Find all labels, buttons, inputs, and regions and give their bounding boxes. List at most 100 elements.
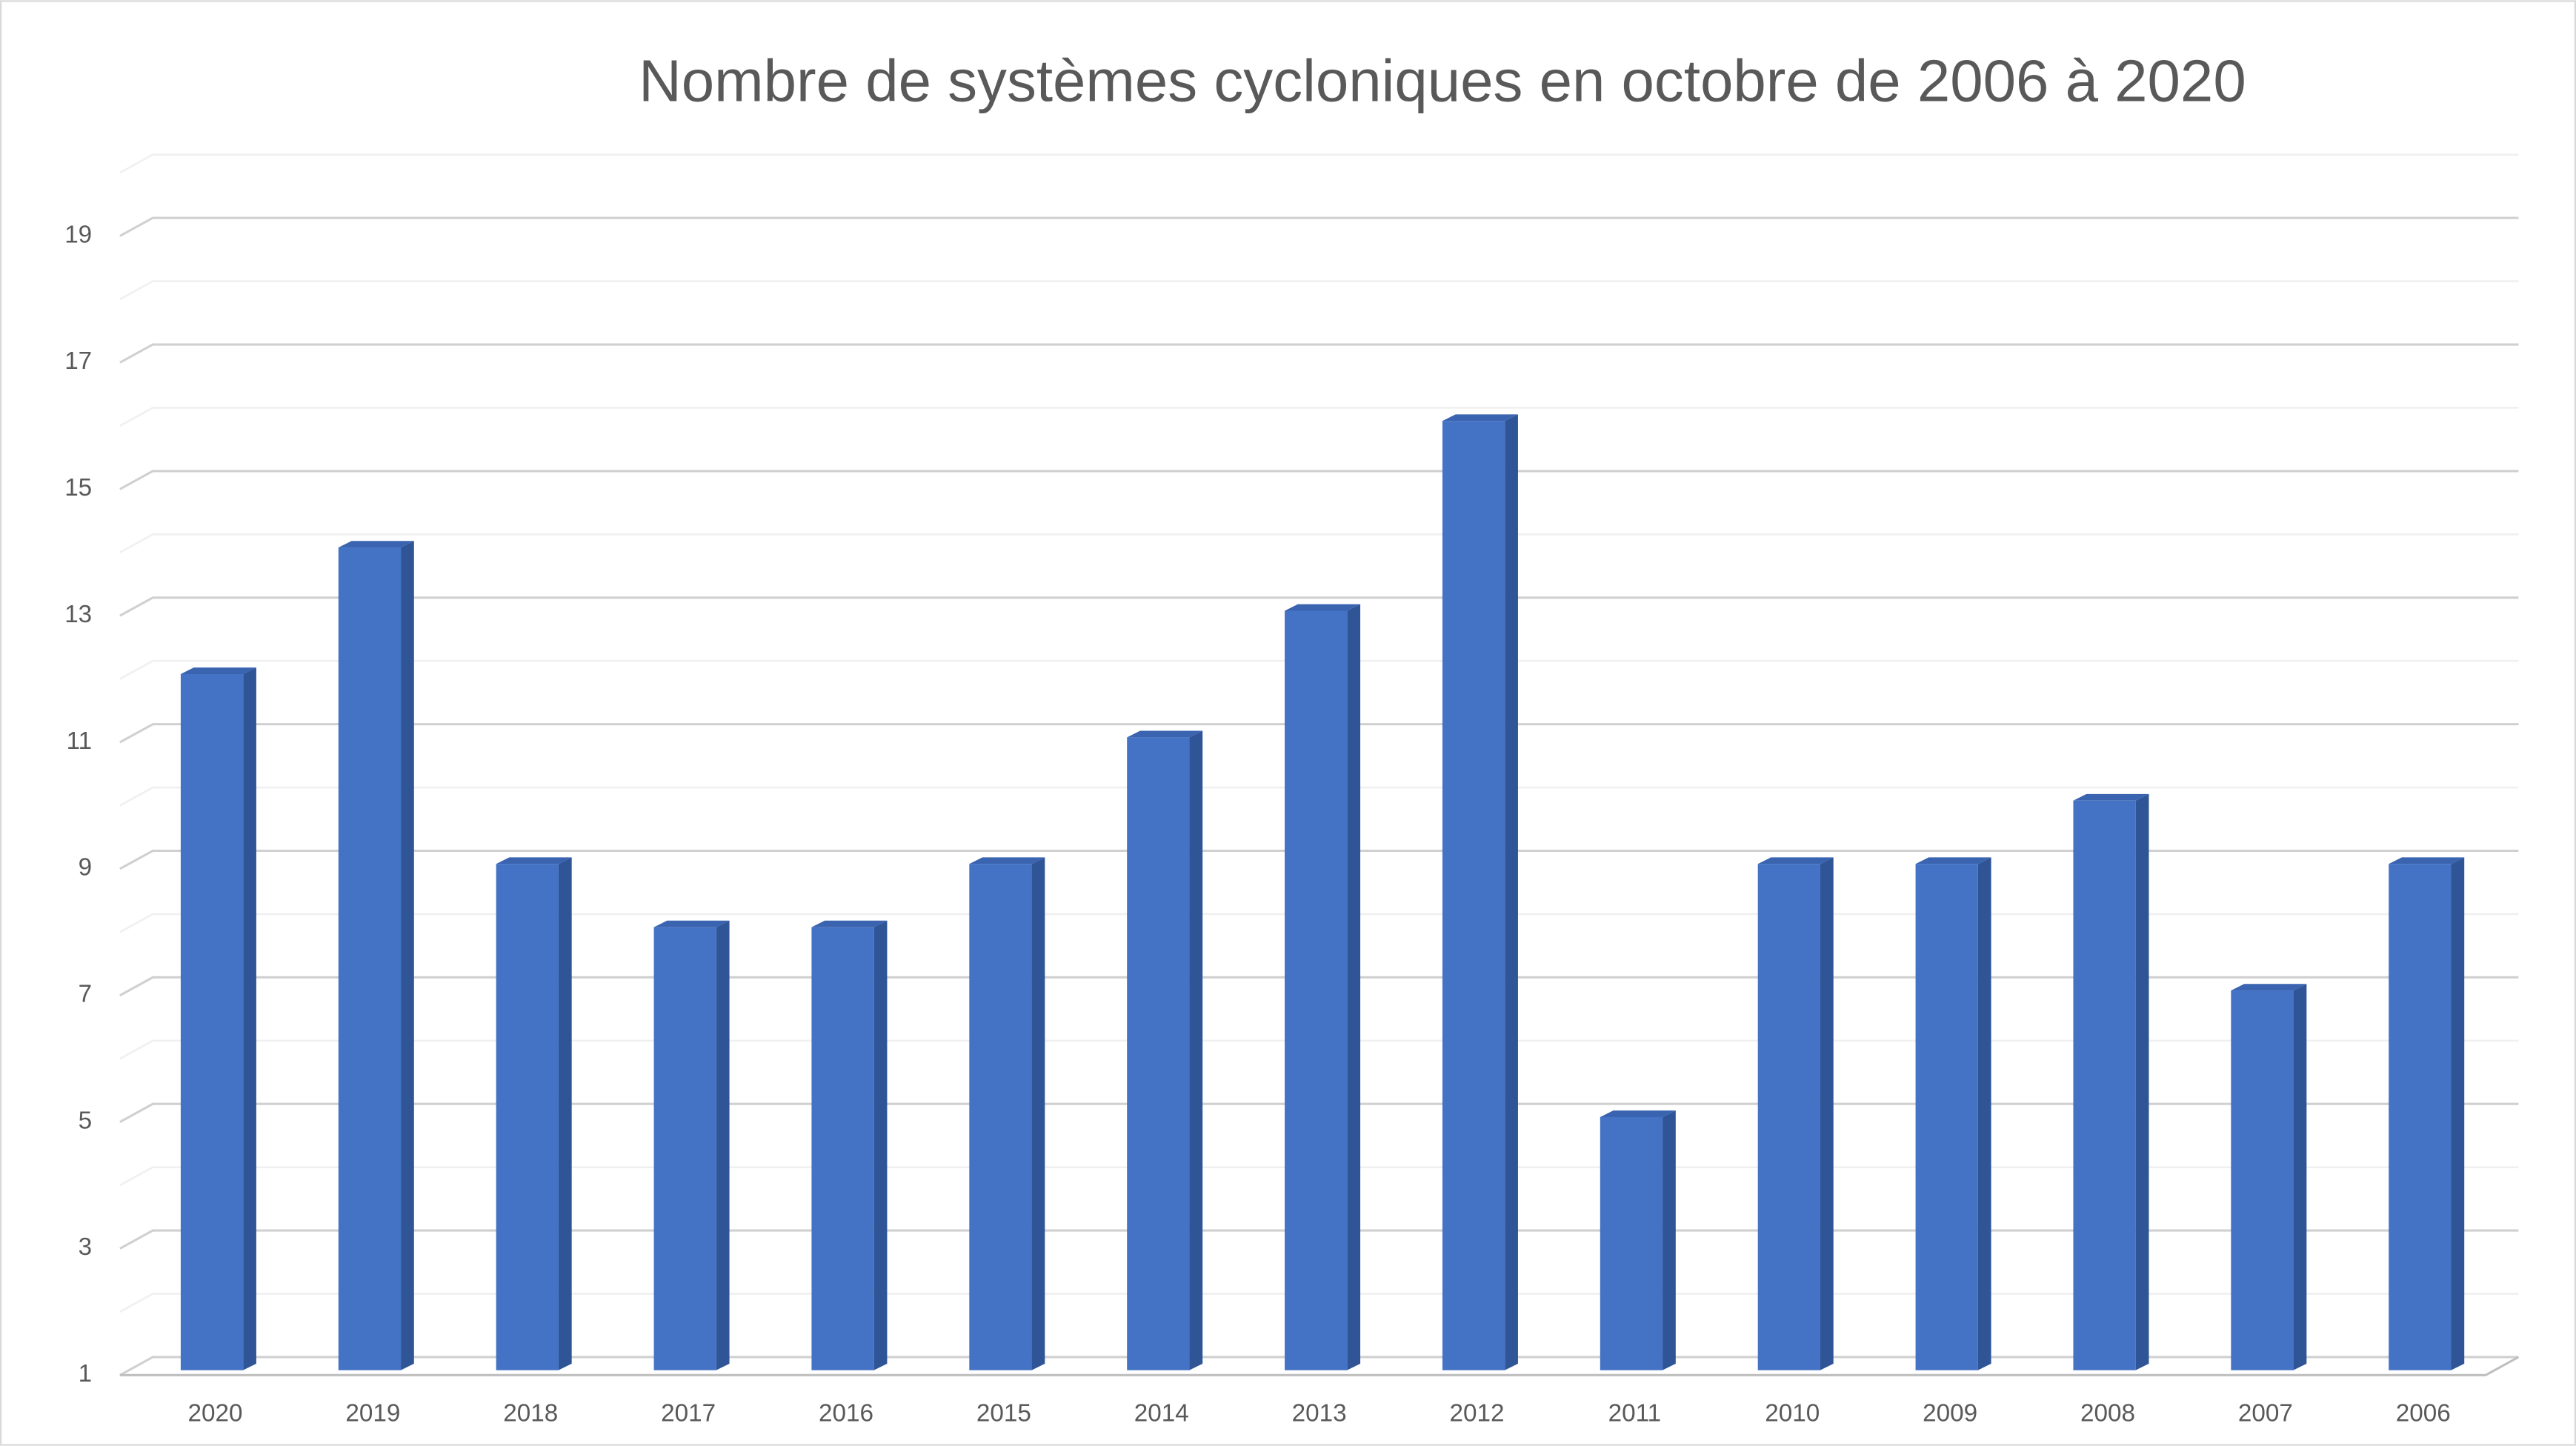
bar-front <box>2073 800 2136 1370</box>
x-tick-label: 2015 <box>976 1399 1031 1427</box>
grid-line <box>119 596 2519 617</box>
bar-top <box>1915 857 1991 864</box>
bar-top <box>1757 857 1834 864</box>
bar <box>1442 414 1518 1370</box>
y-tick-label: 1 <box>79 1360 93 1387</box>
bar-side <box>716 920 730 1370</box>
bar-top <box>2389 857 2465 864</box>
bar-front <box>1757 864 1820 1370</box>
minor-grid-line <box>119 913 2519 933</box>
x-tick-label: 2016 <box>819 1399 873 1427</box>
bar-side <box>1189 730 1203 1370</box>
bar <box>180 667 256 1370</box>
bar-front <box>496 864 559 1370</box>
bar-top <box>1285 604 1361 611</box>
bar-side <box>1977 857 1991 1370</box>
minor-grid-line <box>119 533 2519 553</box>
bar <box>2389 857 2465 1370</box>
bar <box>969 857 1045 1370</box>
bar <box>1915 857 1991 1370</box>
y-tick-label: 11 <box>67 727 93 755</box>
minor-grid-line <box>119 1293 2519 1313</box>
x-tick-label: 2017 <box>661 1399 716 1427</box>
bar <box>1600 1110 1676 1370</box>
minor-grid-line <box>119 153 2519 174</box>
minor-grid-line <box>119 280 2519 301</box>
bar-side <box>1820 857 1834 1370</box>
bar <box>2231 984 2307 1370</box>
x-tick-label: 2019 <box>345 1399 400 1427</box>
x-tick-label: 2020 <box>188 1399 243 1427</box>
bar-side <box>558 857 572 1370</box>
y-tick-label: 7 <box>79 981 93 1008</box>
bar-side <box>1031 857 1045 1370</box>
bar-top <box>653 920 730 927</box>
bar-front <box>653 927 716 1370</box>
bar <box>338 541 414 1370</box>
minor-grid-line <box>119 659 2519 680</box>
bar-side <box>2135 793 2149 1370</box>
bar <box>496 857 572 1370</box>
x-tick-label: 2006 <box>2396 1399 2451 1427</box>
grid-line <box>119 343 2519 364</box>
bar-side <box>243 667 256 1370</box>
grid-line <box>119 976 2519 997</box>
bar <box>1285 604 1361 1370</box>
x-tick-label: 2013 <box>1292 1399 1347 1427</box>
y-tick-label: 5 <box>79 1107 93 1134</box>
x-tick-label: 2012 <box>1450 1399 1505 1427</box>
bar-front <box>1915 864 1978 1370</box>
bar-top <box>2073 793 2149 801</box>
y-tick-label: 3 <box>79 1233 93 1261</box>
bar-front <box>1600 1116 1663 1370</box>
bar-side <box>2293 984 2307 1370</box>
bar-side <box>1347 604 1361 1370</box>
grid-line <box>119 723 2519 744</box>
x-axis-line <box>119 1356 2520 1376</box>
bar-front <box>969 864 1032 1370</box>
x-tick-label: 2008 <box>2080 1399 2135 1427</box>
bar-front <box>2231 990 2294 1370</box>
bar <box>2073 793 2149 1370</box>
grid-line <box>119 1356 2519 1376</box>
bar-top <box>2231 984 2307 991</box>
bar-front <box>1442 421 1505 1370</box>
grid-line <box>119 470 2519 490</box>
bar-front <box>811 927 874 1370</box>
bar-top <box>338 541 414 548</box>
y-tick-label: 19 <box>64 221 92 248</box>
bar-top <box>1127 730 1203 738</box>
x-tick-label: 2007 <box>2238 1399 2293 1427</box>
bar-front <box>2389 864 2452 1370</box>
bar-side <box>1663 1110 1676 1370</box>
bar-front <box>338 547 402 1370</box>
x-tick-label: 2010 <box>1765 1399 1820 1427</box>
minor-grid-line <box>119 407 2519 427</box>
bar-front <box>180 673 244 1370</box>
grid-line <box>119 216 2519 237</box>
bar-top <box>180 667 256 674</box>
bar-top <box>1600 1110 1676 1117</box>
bar-side <box>1505 414 1518 1370</box>
x-tick-label: 2009 <box>1923 1399 1977 1427</box>
y-tick-label: 15 <box>64 474 92 502</box>
bar-side <box>873 920 888 1370</box>
x-tick-label: 2014 <box>1134 1399 1189 1427</box>
bar-top <box>969 857 1045 864</box>
bar <box>811 920 888 1370</box>
minor-grid-line <box>119 1039 2519 1060</box>
x-tick-label: 2011 <box>1608 1399 1662 1427</box>
grid-line <box>119 1229 2519 1250</box>
bar-front <box>1127 737 1190 1370</box>
bar <box>1127 730 1203 1370</box>
y-tick-label: 13 <box>64 601 92 628</box>
bar <box>653 920 730 1370</box>
bar-top <box>811 920 888 927</box>
chart-title: Nombre de systèmes cycloniques en octobr… <box>639 48 2246 114</box>
bar <box>1757 857 1834 1370</box>
y-tick-label: 9 <box>79 854 93 882</box>
x-tick-label: 2018 <box>503 1399 558 1427</box>
bar-front <box>1285 610 1348 1370</box>
